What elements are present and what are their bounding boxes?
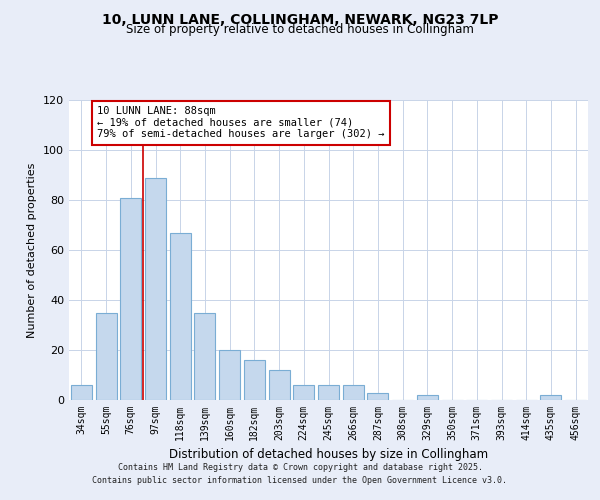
Bar bbox=[367, 392, 388, 400]
Bar bbox=[194, 312, 215, 400]
Y-axis label: Number of detached properties: Number of detached properties bbox=[28, 162, 37, 338]
Bar bbox=[95, 312, 116, 400]
Text: Size of property relative to detached houses in Collingham: Size of property relative to detached ho… bbox=[126, 22, 474, 36]
Bar bbox=[244, 360, 265, 400]
Text: Contains HM Land Registry data © Crown copyright and database right 2025.: Contains HM Land Registry data © Crown c… bbox=[118, 464, 482, 472]
Bar bbox=[343, 385, 364, 400]
Bar bbox=[293, 385, 314, 400]
Text: 10 LUNN LANE: 88sqm
← 19% of detached houses are smaller (74)
79% of semi-detach: 10 LUNN LANE: 88sqm ← 19% of detached ho… bbox=[97, 106, 385, 140]
X-axis label: Distribution of detached houses by size in Collingham: Distribution of detached houses by size … bbox=[169, 448, 488, 462]
Bar bbox=[541, 395, 562, 400]
Bar bbox=[145, 178, 166, 400]
Bar bbox=[71, 385, 92, 400]
Bar bbox=[219, 350, 240, 400]
Bar bbox=[120, 198, 141, 400]
Bar bbox=[269, 370, 290, 400]
Bar bbox=[318, 385, 339, 400]
Bar bbox=[417, 395, 438, 400]
Text: 10, LUNN LANE, COLLINGHAM, NEWARK, NG23 7LP: 10, LUNN LANE, COLLINGHAM, NEWARK, NG23 … bbox=[102, 12, 498, 26]
Bar bbox=[170, 232, 191, 400]
Text: Contains public sector information licensed under the Open Government Licence v3: Contains public sector information licen… bbox=[92, 476, 508, 485]
